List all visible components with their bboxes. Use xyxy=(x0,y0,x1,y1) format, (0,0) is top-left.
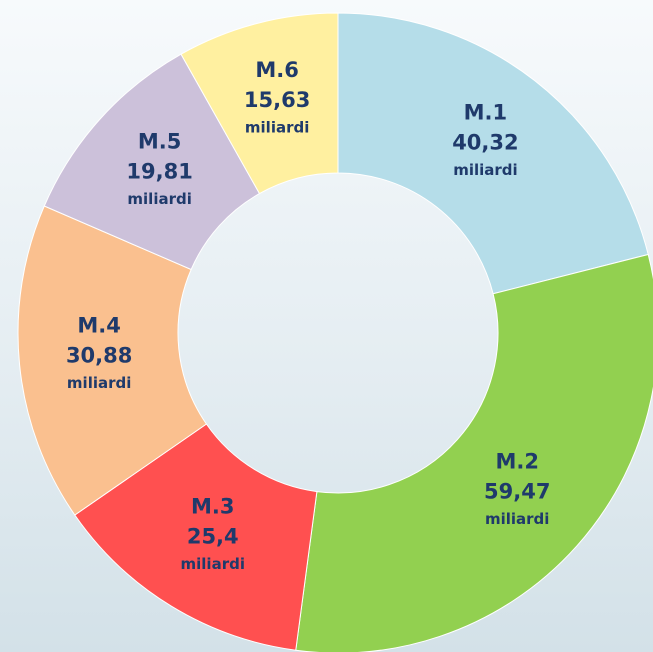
segment-unit: miliardi xyxy=(181,555,245,573)
segment-category: M.6 xyxy=(255,58,299,82)
segment-unit: miliardi xyxy=(127,190,191,208)
segment-value: 30,88 xyxy=(66,344,132,368)
segment-value: 25,4 xyxy=(187,525,239,549)
segment-value: 19,81 xyxy=(126,159,192,183)
donut-segment xyxy=(180,12,339,195)
segment-category: M.5 xyxy=(138,129,182,153)
segment-category: M.1 xyxy=(464,101,508,125)
segment-value: 40,32 xyxy=(452,131,518,155)
segment-category: M.4 xyxy=(77,314,121,338)
segment-category: M.3 xyxy=(191,495,235,519)
segment-unit: miliardi xyxy=(453,161,517,179)
donut-segment xyxy=(17,205,208,516)
segment-value: 15,63 xyxy=(244,88,310,112)
segment-unit: miliardi xyxy=(485,510,549,528)
segment-unit: miliardi xyxy=(245,118,309,136)
segment-unit: miliardi xyxy=(67,374,131,392)
segment-category: M.2 xyxy=(495,450,539,474)
donut-segment xyxy=(295,253,653,652)
segment-value: 59,47 xyxy=(484,480,550,504)
donut-segment xyxy=(337,12,649,295)
donut-segment xyxy=(74,423,318,651)
